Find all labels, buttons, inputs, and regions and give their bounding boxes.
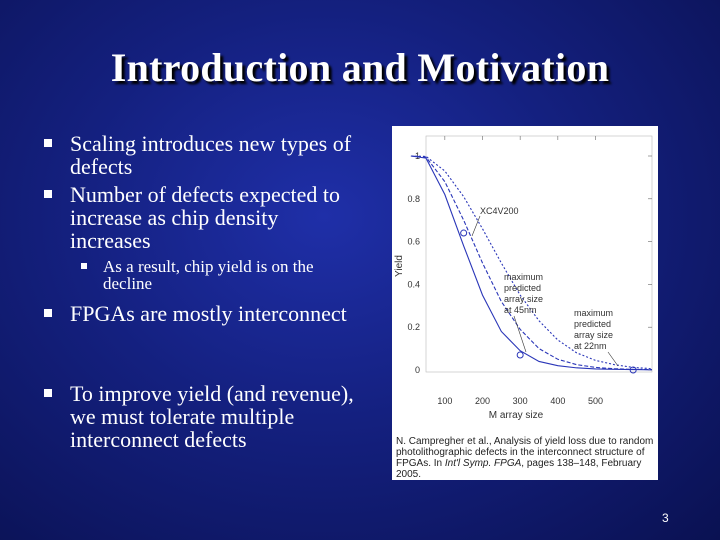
chart-marker-point <box>460 229 468 237</box>
bullet-marker-icon <box>44 190 52 198</box>
caption-text: N. Campregher et al., Analysis of yield … <box>396 436 654 469</box>
sub-bullet-text: As a result, chip yield is on the declin… <box>103 257 314 293</box>
figure-caption: N. Campregher et al., Analysis of yield … <box>392 436 658 480</box>
x-tick-label: 300 <box>513 396 528 406</box>
bullet-marker-icon <box>44 139 52 147</box>
yield-series-line <box>410 155 653 371</box>
y-tick-label: 0.2 <box>407 322 420 332</box>
y-tick-label: 0 <box>415 365 420 375</box>
bullet-text: Scaling introduces new types of defects <box>70 131 352 179</box>
y-tick-label: 0.6 <box>407 237 420 247</box>
bullet-scaling: Scaling introduces new types of defects <box>44 131 370 179</box>
annotation-xc4v200: XC4V200 <box>480 206 519 216</box>
x-tick-label: 200 <box>475 396 490 406</box>
x-tick-label: 100 <box>437 396 452 406</box>
annotation-45nm-line2: predicted <box>504 283 541 293</box>
yield-figure: 1 0.8 0.6 0.4 0.2 0 100 200 300 400 500 Yield M a… <box>392 126 658 480</box>
x-axis-label: M array size <box>489 410 544 421</box>
bullet-text: FPGAs are mostly interconnect <box>70 301 347 326</box>
y-tick-label: 0.4 <box>407 279 420 289</box>
plot-frame <box>425 135 653 373</box>
sub-bullet-yield: As a result, chip yield is on the declin… <box>81 257 353 293</box>
bullet-marker-icon <box>44 309 52 317</box>
bullet-defects: Number of defects expected to increase a… <box>44 182 360 253</box>
page-number: 3 <box>662 511 669 525</box>
yield-series-line <box>410 155 653 371</box>
caption-pages: , pages 138–148, February 2005. <box>396 458 642 480</box>
bullet-marker-icon <box>44 389 52 397</box>
bullet-text: To improve yield (and revenue), we must … <box>70 381 354 452</box>
x-tick-label: 400 <box>550 396 565 406</box>
caption-venue: Int'l Symp. FPGA <box>444 458 522 469</box>
annotation-22nm-line1: maximum <box>574 308 613 318</box>
y-tick-label: 0.8 <box>407 194 420 204</box>
bullet-text: Number of defects expected to increase a… <box>70 182 340 253</box>
annotation-45nm-line3: array size <box>504 294 543 304</box>
bullet-fpgas: FPGAs are mostly interconnect <box>44 301 370 326</box>
yield-chart: 10.80.60.40.20 100 200 300 400 500 Yield M a… <box>394 135 653 421</box>
annotation-leader <box>513 315 527 353</box>
y-axis-label: Yield <box>394 255 405 277</box>
annotation-45nm-line4: at 45nm <box>504 305 537 315</box>
annotation-leader <box>471 215 481 237</box>
x-tick-label: 500 <box>588 396 603 406</box>
annotation-leader <box>607 351 619 367</box>
annotation-22nm-line2: predicted <box>574 319 611 329</box>
sub-bullet-marker-icon <box>81 263 87 269</box>
annotation-45nm-line1: maximum <box>504 272 543 282</box>
annotation-22nm-line3: array size <box>574 330 613 340</box>
annotation-22nm-line4: at 22nm <box>574 341 607 351</box>
bullet-improve: To improve yield (and revenue), we must … <box>44 381 355 452</box>
slide-title: Introduction and Motivation <box>110 45 610 90</box>
chart-marker-point <box>629 366 637 374</box>
yield-series-line <box>410 155 653 370</box>
chart-marker-point <box>516 351 524 359</box>
